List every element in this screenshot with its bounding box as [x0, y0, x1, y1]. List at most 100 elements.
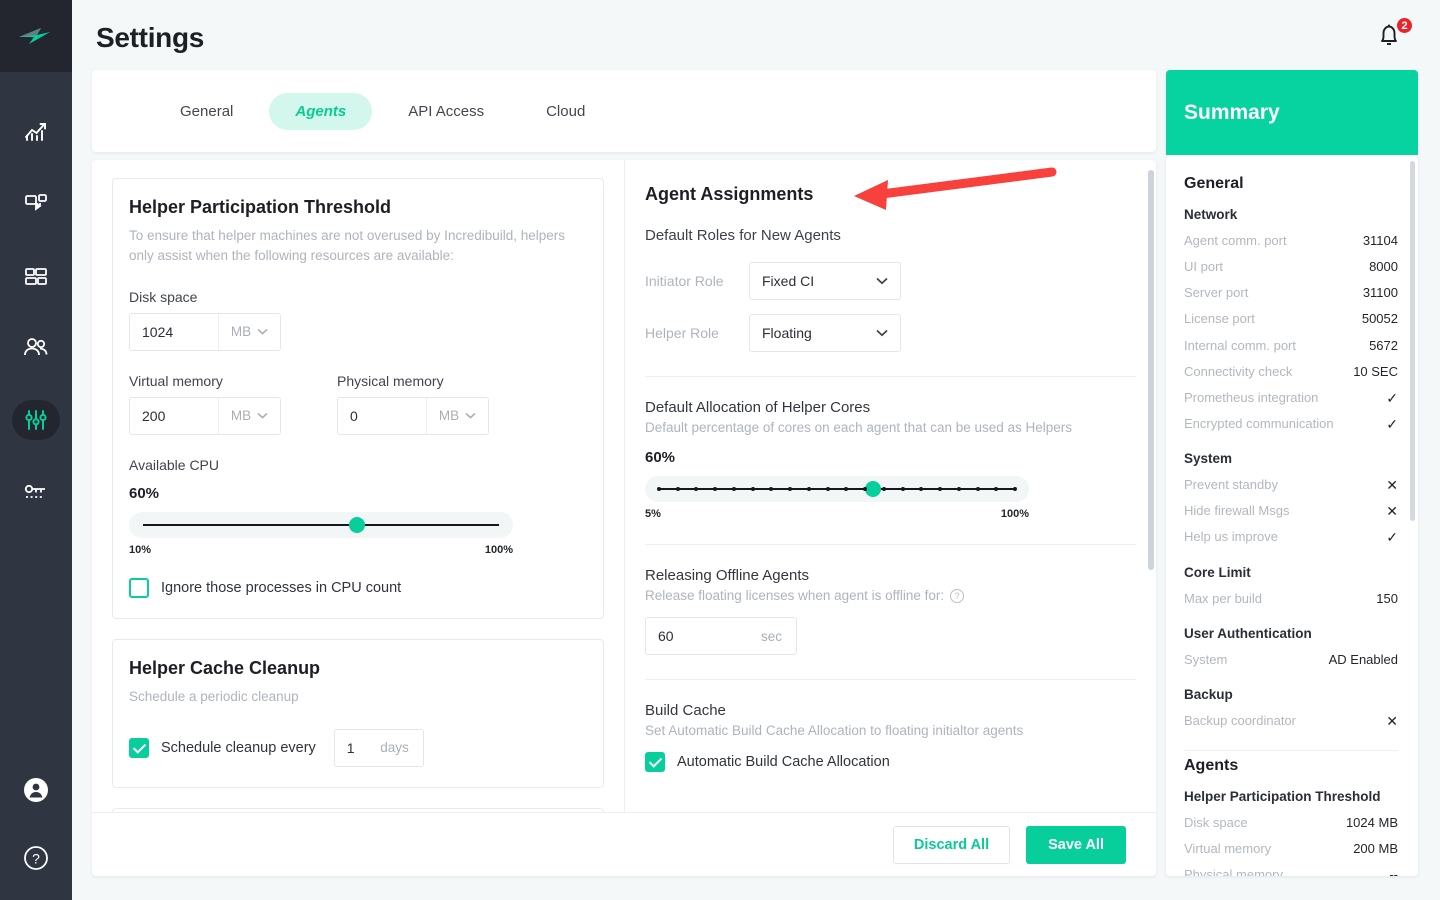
agent-assignments-column: Agent Assignments Default Roles for New …: [624, 160, 1156, 812]
schedule-cleanup-row[interactable]: Schedule cleanup every 1 days: [129, 728, 587, 767]
virtual-memory-unit-select[interactable]: MB: [218, 397, 280, 434]
releasing-offline-heading: Releasing Offline Agents: [645, 567, 809, 584]
initiator-role-label: Initiator Role: [645, 273, 724, 289]
helper-role-label: Helper Role: [645, 325, 719, 341]
offline-timeout-input[interactable]: 60 sec: [645, 617, 797, 655]
helper-cores-min: 5%: [645, 508, 661, 520]
cross-icon: ✕: [1386, 712, 1398, 729]
layout-panels-icon: [25, 268, 47, 285]
cache-cleanup-title: Helper Cache Cleanup: [129, 657, 321, 678]
agent-panel-scrollbar[interactable]: [1148, 170, 1154, 570]
sidebar-item-account[interactable]: [0, 756, 72, 824]
disk-space-input[interactable]: 1024 MB: [129, 312, 281, 351]
rail-bottom-group: ?: [0, 756, 72, 892]
disk-space-value[interactable]: 1024: [142, 323, 174, 340]
svg-text:?: ?: [32, 851, 40, 867]
summary-row-label: Backup coordinator: [1184, 712, 1297, 728]
ignore-processes-checkbox[interactable]: [129, 577, 149, 598]
check-icon: ✓: [1386, 529, 1398, 546]
initiator-role-select[interactable]: Fixed CI: [749, 262, 901, 300]
summary-scrollbar[interactable]: [1410, 161, 1415, 521]
tab-agents[interactable]: Agents: [269, 92, 373, 130]
bell-icon: [1381, 24, 1397, 45]
summary-row-label: Prometheus integration: [1184, 389, 1319, 405]
default-roles-heading: Default Roles for New Agents: [645, 227, 841, 244]
summary-row-label: Internal comm. port: [1184, 337, 1296, 353]
ignore-processes-row[interactable]: Ignore those processes in CPU count: [129, 577, 587, 598]
app-logo[interactable]: [0, 0, 72, 72]
summary-sections: Network Agent comm. port 31104 UI port 8000 S…: [1184, 207, 1398, 734]
slider-knob[interactable]: [864, 481, 881, 497]
sidebar-item-settings[interactable]: [0, 384, 72, 456]
agent-assignments-title: Agent Assignments: [645, 184, 814, 204]
summary-section-title: Backup: [1184, 686, 1233, 702]
summary-section-title: Core Limit: [1184, 564, 1251, 580]
tab-general[interactable]: General: [180, 102, 234, 120]
cleanup-interval-unit: days: [380, 740, 409, 756]
cross-icon: ✕: [1386, 477, 1398, 494]
releasing-offline-description: Release floating licenses when agent is …: [645, 588, 1136, 603]
summary-body: General Network Agent comm. port 31104 UI p…: [1166, 155, 1418, 876]
auto-build-cache-row[interactable]: Automatic Build Cache Allocation: [645, 752, 1136, 772]
slider-knob[interactable]: [348, 516, 365, 533]
disk-space-unit-select[interactable]: MB: [218, 313, 280, 350]
summary-section-title: Network: [1184, 207, 1238, 222]
virtual-memory-input[interactable]: 200 MB: [129, 396, 281, 435]
slider-tick: [694, 486, 699, 491]
tab-cloud[interactable]: Cloud: [546, 102, 586, 120]
summary-row-label: System: [1184, 651, 1228, 667]
cleanup-interval-input[interactable]: 1 days: [333, 728, 424, 767]
summary-row-label: Prevent standby: [1184, 477, 1278, 493]
info-icon[interactable]: ?: [950, 589, 965, 603]
sidebar-item-license[interactable]: [0, 456, 72, 528]
tab-api-access[interactable]: API Access: [408, 102, 485, 120]
discard-all-button[interactable]: Discard All: [892, 825, 1011, 864]
incredibuild-logo-icon: [19, 28, 50, 44]
summary-row-value: 150: [1376, 590, 1398, 606]
sidebar-item-dashboard[interactable]: [0, 96, 72, 168]
summary-row: Disk space 1024 MB: [1184, 810, 1398, 836]
auto-build-cache-checkbox[interactable]: [645, 752, 665, 772]
summary-row-value: --: [1389, 867, 1398, 876]
helper-role-row: Helper Role Floating: [645, 314, 1136, 352]
schedule-cleanup-label: Schedule cleanup every: [161, 739, 316, 756]
builds-monitor-icon: [25, 194, 47, 211]
summary-row-label: Server port: [1184, 285, 1249, 301]
notifications-button[interactable]: 2: [1374, 16, 1414, 56]
summary-agents-sections: Helper Participation Threshold Disk space…: [1184, 789, 1398, 876]
helper-cores-slider[interactable]: [645, 476, 1029, 502]
summary-row-label: Disk space: [1184, 814, 1248, 830]
sidebar-item-builds[interactable]: [0, 168, 72, 240]
summary-section-title: User Authentication: [1184, 625, 1312, 641]
cross-icon: ✕: [1386, 503, 1398, 520]
physical-memory-input[interactable]: 0 MB: [337, 396, 489, 435]
slider-tick: [788, 486, 793, 491]
virtual-memory-value[interactable]: 200: [142, 407, 166, 424]
save-all-button[interactable]: Save All: [1026, 825, 1126, 864]
slider-tick: [675, 486, 680, 491]
summary-row-label: Help us improve: [1184, 529, 1278, 545]
slider-tick: [750, 486, 755, 491]
physical-memory-value[interactable]: 0: [350, 407, 358, 424]
helper-cores-value: 60%: [645, 449, 676, 466]
helper-role-select[interactable]: Floating: [749, 314, 901, 352]
build-cache-description: Set Automatic Build Cache Allocation to …: [645, 723, 1024, 738]
sidebar-item-help[interactable]: ?: [0, 824, 72, 892]
summary-row-label: Connectivity check: [1184, 363, 1293, 379]
summary-section-title: System: [1184, 451, 1233, 467]
sidebar-item-layout[interactable]: [0, 240, 72, 312]
slider-tick: [825, 486, 830, 491]
summary-row-value: 10 SEC: [1353, 363, 1398, 379]
helper-cores-heading: Default Allocation of Helper Cores: [645, 399, 871, 416]
schedule-cleanup-checkbox[interactable]: [129, 737, 149, 758]
summary-row: Hide firewall Msgs ✕: [1184, 498, 1398, 524]
summary-row-label: Max per build: [1184, 590, 1263, 606]
cleanup-interval-value[interactable]: 1: [346, 739, 355, 756]
slider-tick: [881, 486, 886, 491]
offline-timeout-value[interactable]: 60: [658, 628, 674, 644]
virtual-memory-unit-label: MB: [230, 408, 252, 423]
sidebar-item-users[interactable]: [0, 312, 72, 384]
dashboard-chart-icon: [25, 123, 46, 141]
physical-memory-unit-select[interactable]: MB: [426, 397, 488, 434]
available-cpu-slider[interactable]: [129, 511, 513, 538]
